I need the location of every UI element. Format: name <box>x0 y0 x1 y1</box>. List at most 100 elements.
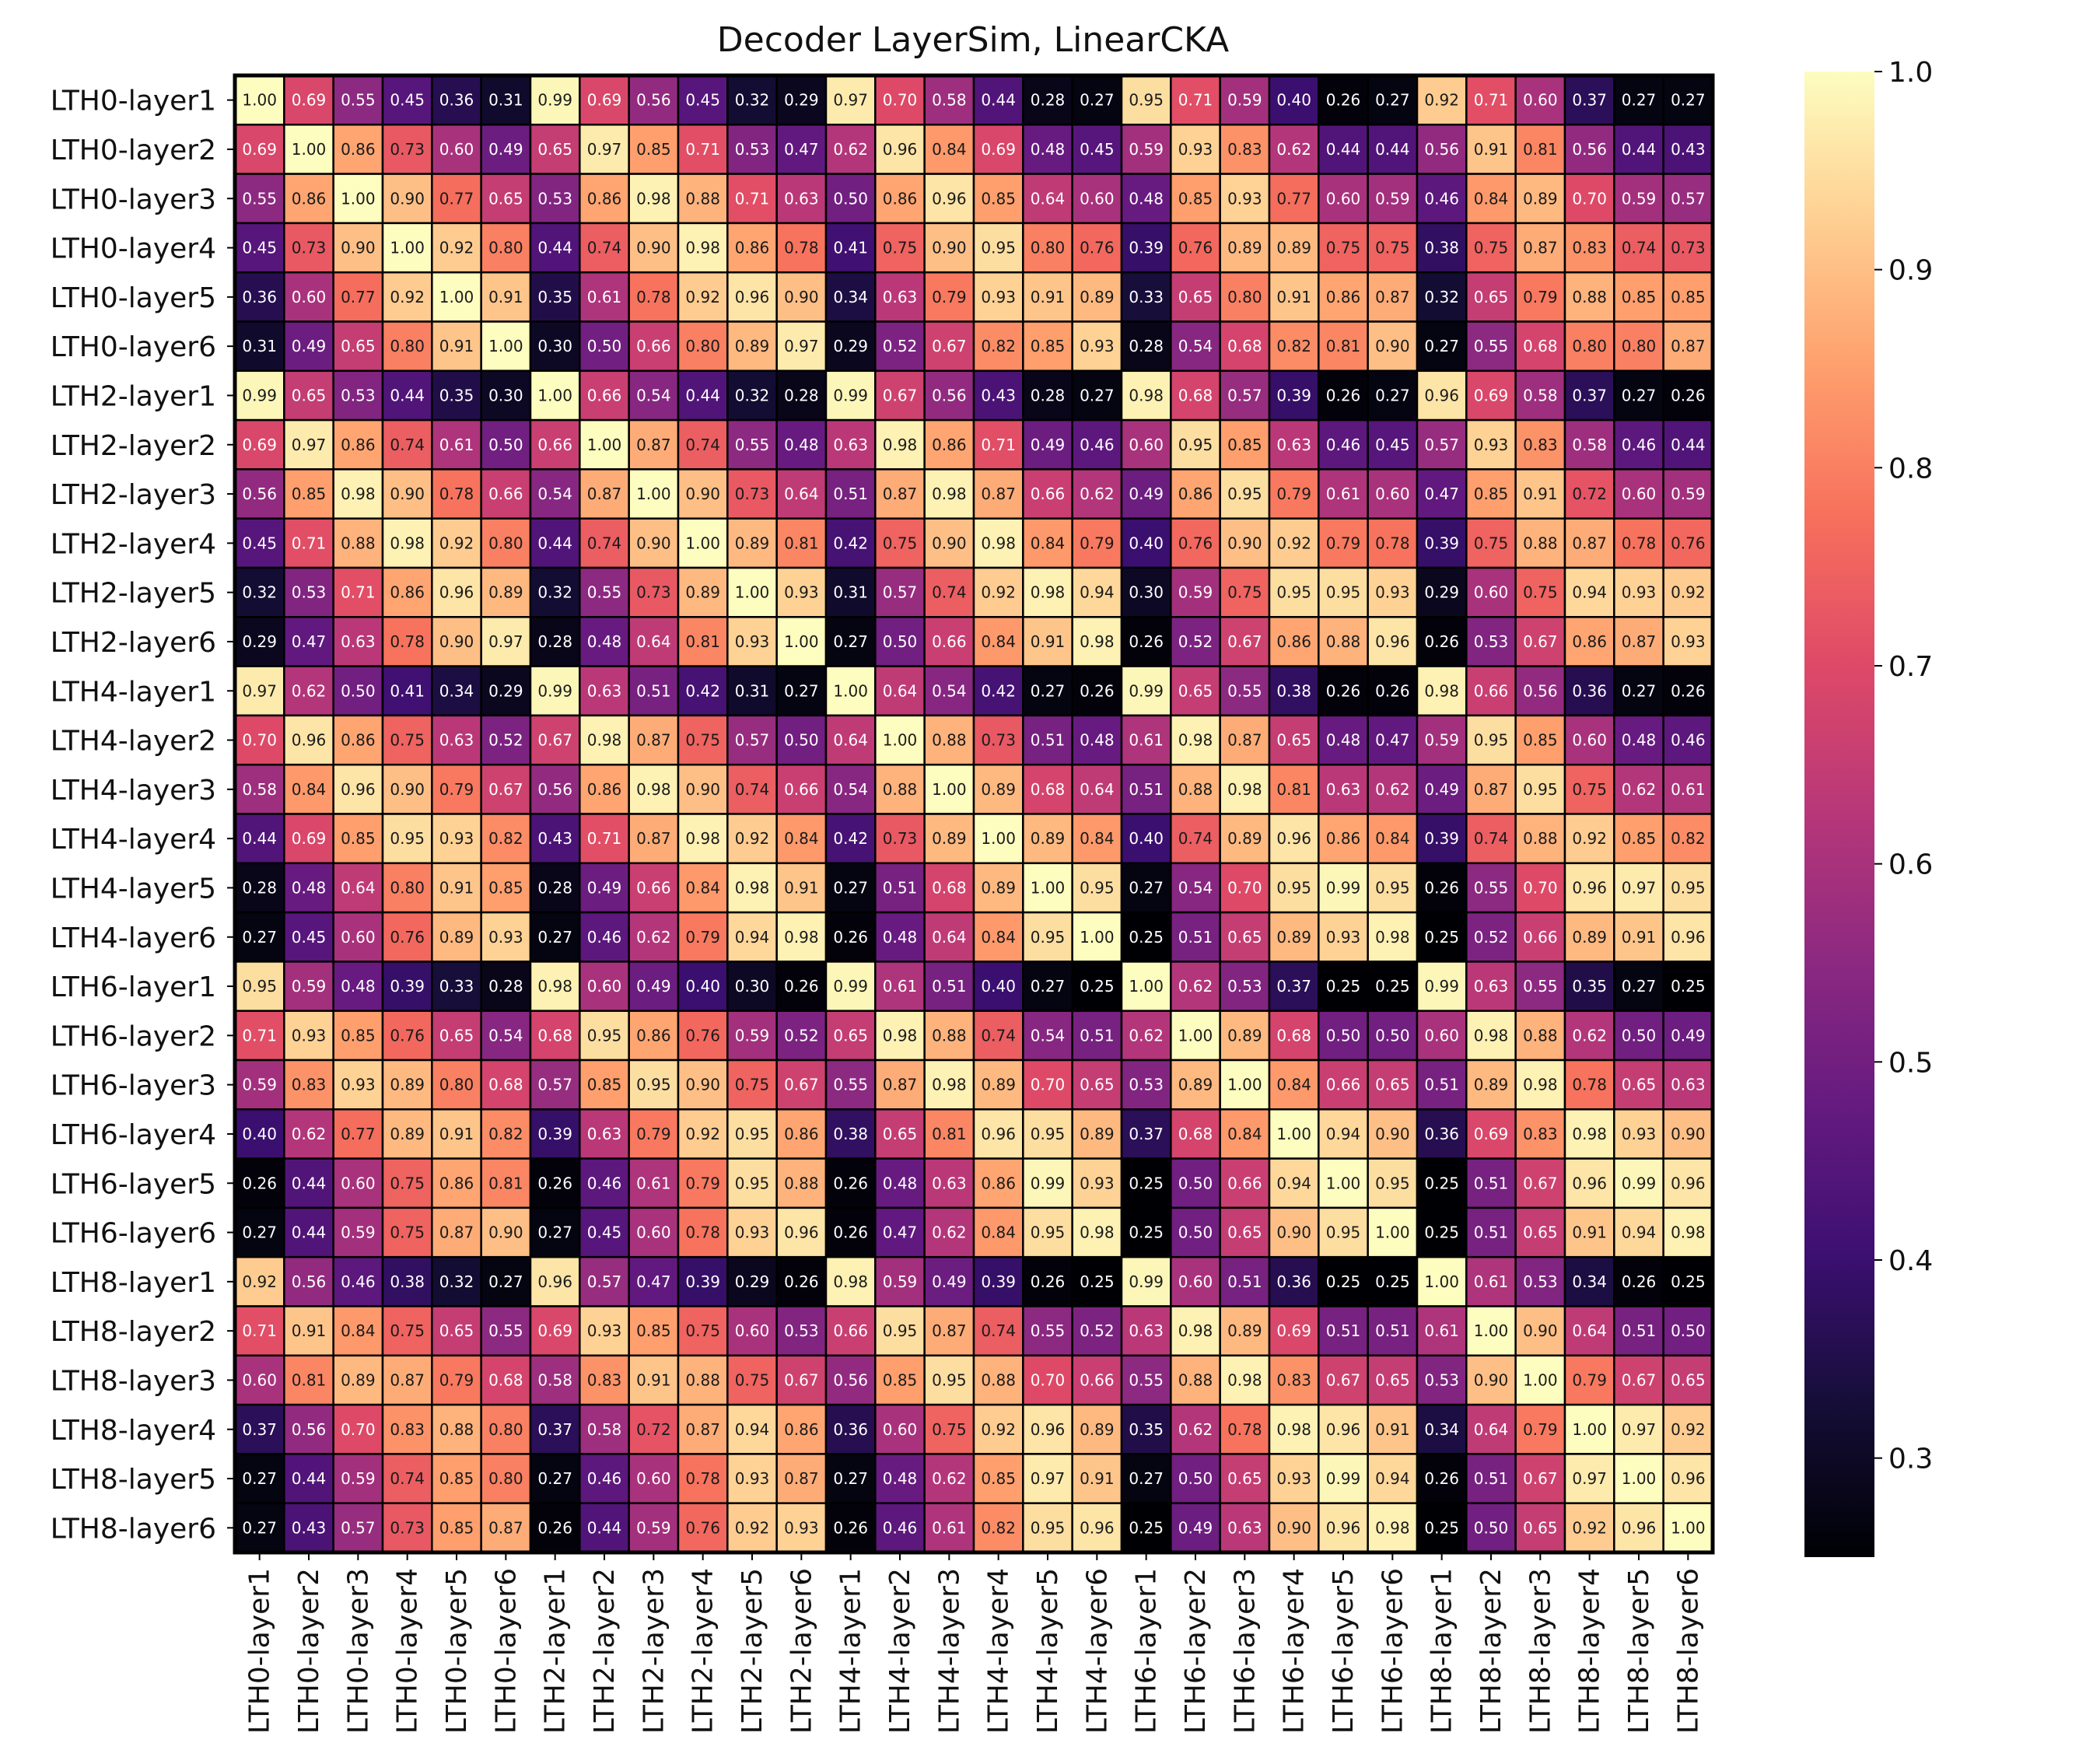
cell-value-label: 0.52 <box>883 337 918 355</box>
heatmap-cell <box>824 1157 877 1209</box>
cell-value-label: 0.55 <box>1031 1321 1066 1340</box>
cell-value-label: 0.48 <box>292 878 327 897</box>
cell-value-label: 0.79 <box>1523 1420 1558 1439</box>
cell-value-label: 0.96 <box>932 189 967 208</box>
heatmap-cell <box>1071 665 1123 717</box>
heatmap-cell <box>874 1305 926 1357</box>
cell-value-label: 0.34 <box>1572 1272 1607 1291</box>
cell-value-label: 0.85 <box>636 1321 671 1340</box>
cell-value-label: 0.50 <box>587 337 622 355</box>
cell-value-label: 0.62 <box>636 928 671 947</box>
x-tick-label: LTH6-layer2 <box>1180 1568 1212 1734</box>
cell-value-label: 0.84 <box>1276 1076 1311 1094</box>
cell-value-label: 0.60 <box>1572 731 1607 750</box>
heatmap-cell <box>874 813 926 865</box>
colorbar-tick-label: 0.8 <box>1888 453 1933 485</box>
cell-value-label: 0.67 <box>1523 1469 1558 1488</box>
cell-value-label: 0.57 <box>1227 386 1262 404</box>
cell-value-label: 0.98 <box>1424 681 1459 700</box>
heatmap-cell <box>1268 616 1320 667</box>
heatmap-cell <box>1318 566 1369 618</box>
cell-value-label: 0.78 <box>784 239 819 257</box>
cell-value-label: 0.56 <box>1523 681 1558 700</box>
cell-value-label: 0.96 <box>1424 386 1459 404</box>
cell-value-label: 0.45 <box>1080 140 1115 159</box>
heatmap-cell <box>824 1305 877 1357</box>
cell-value-label: 1.00 <box>685 534 720 552</box>
cell-value-label: 0.80 <box>1031 239 1066 257</box>
heatmap-cell <box>824 369 877 422</box>
cell-value-label: 0.36 <box>439 91 474 110</box>
cell-value-label: 0.96 <box>292 731 327 750</box>
cell-value-label: 0.85 <box>981 189 1016 208</box>
cell-value-label: 0.81 <box>1523 140 1558 159</box>
heatmap-cell <box>923 566 975 618</box>
cell-value-label: 0.51 <box>1474 1469 1509 1488</box>
cell-value-label: 0.48 <box>784 436 819 454</box>
cell-value-label: 0.92 <box>981 1420 1016 1439</box>
cell-value-label: 0.69 <box>1474 1125 1509 1143</box>
heatmap-cell <box>579 911 630 963</box>
cell-value-label: 0.79 <box>636 1125 671 1143</box>
heatmap-cell <box>1514 369 1566 422</box>
heatmap-cell <box>874 1157 926 1209</box>
heatmap-cell <box>283 911 334 963</box>
x-tick-label: LTH4-layer2 <box>884 1568 916 1734</box>
cell-value-label: 0.73 <box>390 1518 425 1537</box>
heatmap-cell <box>1563 1059 1615 1111</box>
heatmap-cell <box>775 911 828 963</box>
cell-value-label: 0.26 <box>784 977 819 996</box>
cell-value-label: 0.90 <box>390 189 425 208</box>
cell-value-label: 0.39 <box>390 977 425 996</box>
cell-value-label: 0.77 <box>341 1125 376 1143</box>
cell-value-label: 0.89 <box>488 583 523 602</box>
cell-value-label: 0.95 <box>390 829 425 848</box>
cell-value-label: 0.45 <box>292 928 327 947</box>
heatmap-cell <box>1022 714 1073 766</box>
heatmap-cell <box>677 1403 729 1455</box>
heatmap-cell <box>1219 517 1271 569</box>
cell-value-label: 0.50 <box>883 632 918 651</box>
cell-value-label: 0.83 <box>1572 239 1607 257</box>
cell-value-label: 0.86 <box>1326 288 1361 306</box>
cell-value-label: 0.60 <box>1129 436 1164 454</box>
cell-value-label: 0.60 <box>883 1420 918 1439</box>
cell-value-label: 0.27 <box>1622 91 1657 110</box>
cell-value-label: 0.98 <box>636 780 671 799</box>
heatmap-cell <box>332 616 384 667</box>
cell-value-label: 0.76 <box>1178 534 1213 552</box>
heatmap-cell <box>1268 222 1320 274</box>
cell-value-label: 0.44 <box>292 1469 327 1488</box>
x-tick-label: LTH2-layer4 <box>688 1568 719 1734</box>
cell-value-label: 0.85 <box>1622 829 1657 848</box>
heatmap-cell <box>1662 911 1714 963</box>
cell-value-label: 0.85 <box>439 1518 474 1537</box>
cell-value-label: 0.28 <box>242 878 277 897</box>
cell-value-label: 0.98 <box>1375 928 1410 947</box>
cell-value-label: 0.70 <box>1572 189 1607 208</box>
cell-value-label: 0.47 <box>784 140 819 159</box>
cell-value-label: 0.83 <box>1523 1125 1558 1143</box>
heatmap-cell <box>480 1157 532 1209</box>
cell-value-label: 0.86 <box>587 189 622 208</box>
cell-value-label: 0.92 <box>242 1272 277 1291</box>
heatmap-cell <box>579 763 630 815</box>
heatmap-cell <box>1416 468 1468 520</box>
y-tick-label: LTH2-layer2 <box>51 430 216 462</box>
cell-value-label: 0.88 <box>981 1370 1016 1389</box>
heatmap-cell <box>1514 517 1566 569</box>
cell-value-label: 0.95 <box>735 1174 770 1192</box>
heatmap-cell <box>283 1059 334 1111</box>
cell-value-label: 0.51 <box>833 485 868 503</box>
heatmap-cell <box>233 1059 285 1111</box>
heatmap-cell <box>628 271 680 323</box>
cell-value-label: 0.60 <box>1080 189 1115 208</box>
cell-value-label: 0.50 <box>1326 1026 1361 1045</box>
cell-value-label: 0.85 <box>1523 731 1558 750</box>
heatmap-cell <box>480 862 532 914</box>
cell-value-label: 0.56 <box>833 1370 868 1389</box>
cell-value-label: 0.82 <box>981 337 1016 355</box>
cell-value-label: 0.53 <box>1227 977 1262 996</box>
heatmap-cell <box>824 862 877 914</box>
heatmap-cell <box>283 1354 334 1406</box>
